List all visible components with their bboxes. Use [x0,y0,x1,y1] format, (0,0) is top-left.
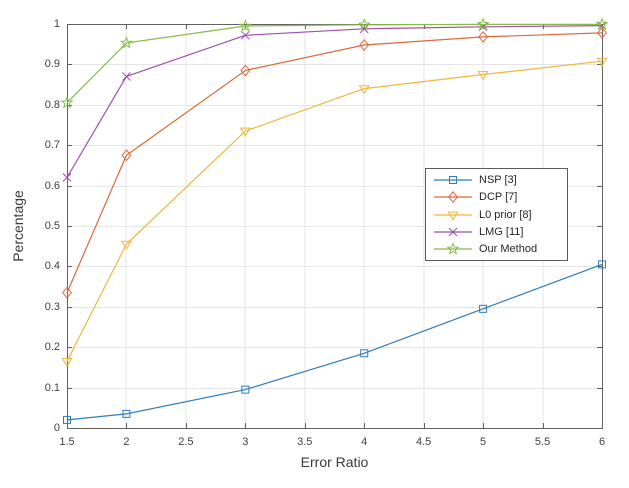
x-tick-label: 4.5 [416,436,432,448]
legend-swatch-square-icon [434,175,472,184]
series-l0-prior-8 [61,57,608,367]
y-tick-label: 0.3 [44,300,60,313]
y-tick-label: 0.6 [44,179,60,192]
x-tick-label: 3 [242,436,249,448]
series-our-method [60,17,609,109]
x-tick-label: 2.5 [178,436,194,448]
y-tick-label: 0.4 [44,260,60,273]
legend-swatch-x-icon [434,227,472,237]
legend-swatch-star-icon [434,242,472,255]
x-tick-label: 5 [480,436,487,448]
x-tick-label: 2 [123,436,130,448]
series-dcp-7 [62,26,607,299]
x-tick-label: 5.5 [534,436,551,448]
series-lmg-11 [62,21,607,182]
y-axis-label: Percentage [10,190,26,262]
y-tick-label: 0.2 [44,341,60,354]
x-tick-label: 4 [361,436,368,448]
y-tick-label: 0.7 [44,139,60,152]
legend-label: L0 prior [8] [479,208,532,221]
y-tick-label: 0.5 [44,220,60,232]
legend-entry: LMG [11] [426,223,567,240]
legend-label: DCP [7] [479,191,518,204]
legend-label: Our Method [479,243,538,256]
y-tick-label: 0 [53,422,60,434]
y-tick-label: 0.9 [44,58,60,71]
x-axis-label: Error Ratio [300,454,369,470]
legend-label: NSP [3] [479,173,517,186]
legend: NSP [3] DCP [7] L0 prior [8] LMG [11] Our Me… [425,168,568,261]
legend-label: LMG [11] [479,225,524,238]
legend-entry: NSP [3] [426,171,567,188]
series-nsp-3 [63,260,606,424]
legend-swatch-triangle-down-icon [434,211,472,221]
y-tick-label: 0.1 [44,381,60,394]
x-tick-label: 6 [598,436,606,448]
legend-entry: L0 prior [8] [426,206,567,223]
x-tick-label: 1.5 [59,436,75,448]
legend-swatch-diamond-icon [434,191,472,204]
legend-entry: Our Method [426,241,567,258]
y-tick-label: 1 [53,18,60,30]
y-tick-label: 0.8 [44,98,60,111]
legend-entry: DCP [7] [426,188,567,205]
x-tick-label: 3.5 [297,436,313,448]
